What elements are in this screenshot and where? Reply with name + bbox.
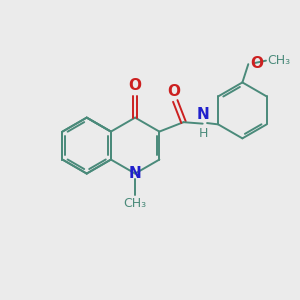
Text: O: O [129, 78, 142, 93]
Text: N: N [197, 106, 210, 122]
Text: H: H [199, 127, 208, 140]
Text: CH₃: CH₃ [124, 197, 147, 210]
Text: N: N [129, 166, 142, 181]
Text: O: O [167, 84, 180, 99]
Text: CH₃: CH₃ [267, 54, 291, 67]
Text: O: O [250, 56, 264, 71]
